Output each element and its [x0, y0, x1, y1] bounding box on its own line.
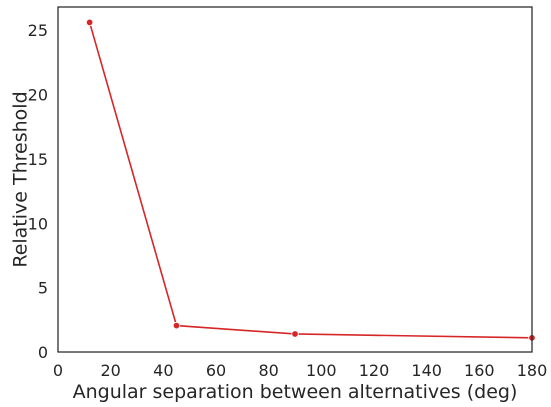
series-layer — [85, 18, 536, 342]
x-tick-label: 80 — [258, 361, 278, 380]
y-tick-label: 20 — [28, 86, 48, 105]
x-tick-label: 140 — [411, 361, 442, 380]
data-point — [85, 18, 94, 27]
x-tick-label: 0 — [53, 361, 63, 380]
y-tick-label: 25 — [28, 21, 48, 40]
y-tick-label: 10 — [28, 214, 48, 233]
x-tick-label: 100 — [306, 361, 337, 380]
x-tick-label: 180 — [517, 361, 548, 380]
x-axis-label: Angular separation between alternatives … — [73, 381, 518, 403]
y-tick-label: 5 — [38, 279, 48, 298]
x-tick-label: 60 — [206, 361, 226, 380]
y-tick-label: 15 — [28, 150, 48, 169]
x-tick-label: 120 — [359, 361, 390, 380]
series-line — [88, 22, 533, 339]
x-tick-label: 160 — [464, 361, 495, 380]
data-point — [172, 321, 181, 330]
plot-frame — [57, 6, 533, 353]
x-tick-label: 20 — [100, 361, 120, 380]
data-point — [291, 330, 299, 338]
tick-labels: 0 20 40 60 80 100 120 140 160 180 0 5 10 15 20 25 — [28, 21, 548, 380]
y-tick-label: 0 — [38, 343, 48, 362]
y-axis-label: Relative Threshold — [10, 91, 32, 267]
x-tick-label: 40 — [153, 361, 173, 380]
